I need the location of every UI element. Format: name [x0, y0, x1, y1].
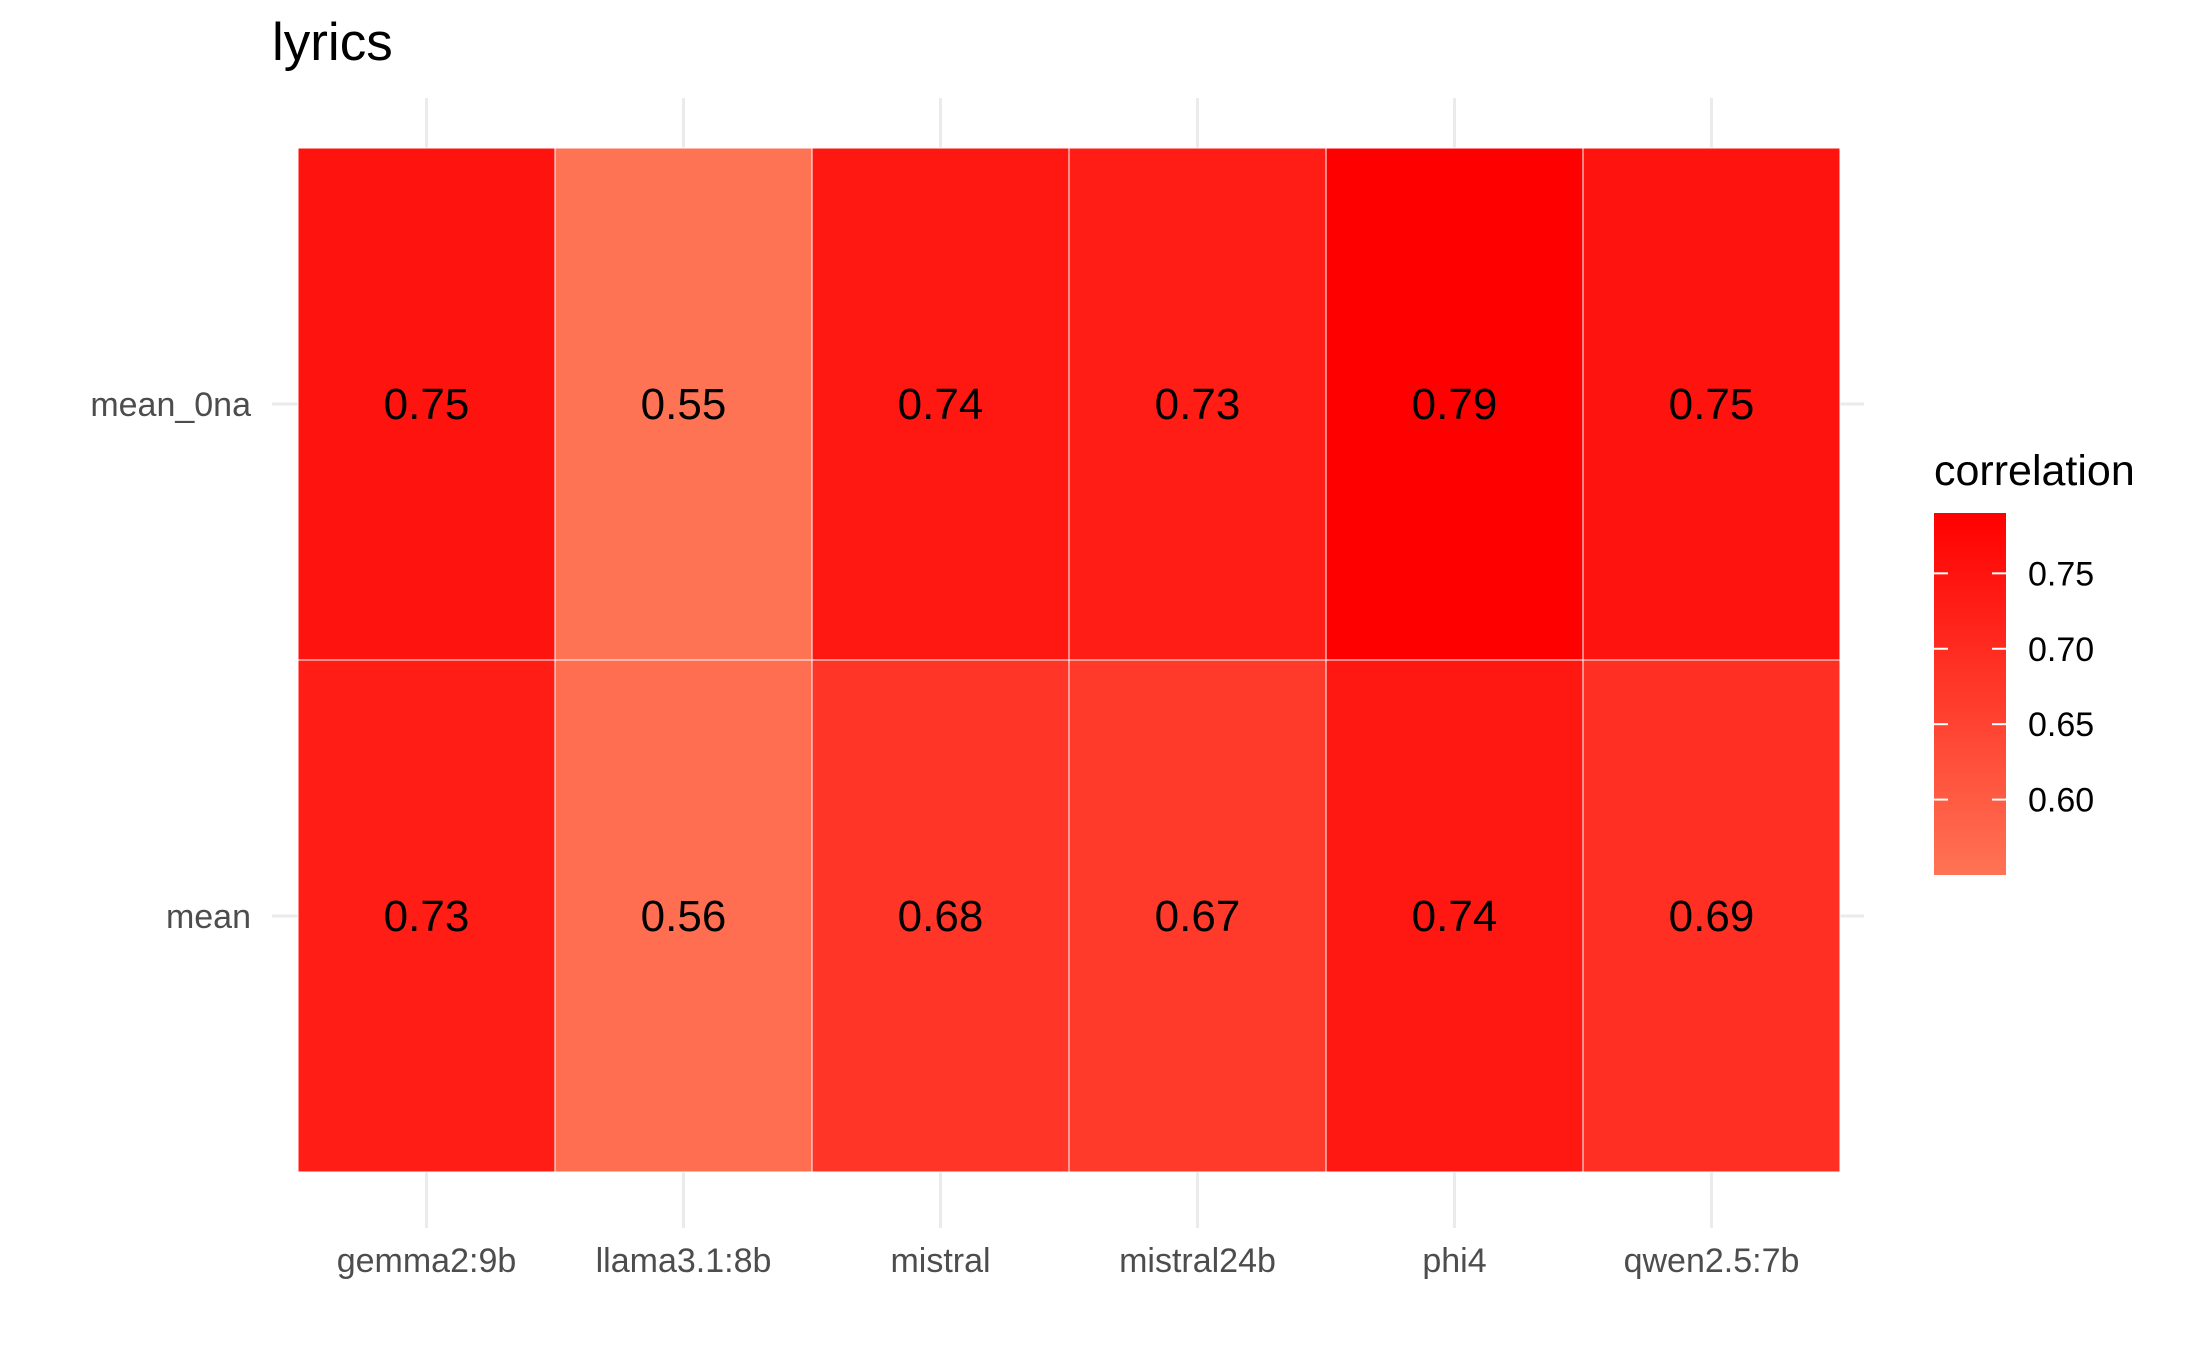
cell-value-label: 0.55	[641, 380, 727, 429]
heatmap-cell	[1068, 147, 1327, 661]
legend-tick-label: 0.60	[2028, 782, 2094, 820]
heatmap-cell	[297, 659, 556, 1173]
heatmap-cell	[1068, 659, 1327, 1173]
color-legend: correlation 0.75 0.70 0.65 0.60	[1934, 447, 2135, 875]
heatmap-cell	[811, 147, 1070, 661]
x-axis-tick-labels: gemma2:9b llama3.1:8b mistral mistral24b phi…	[337, 1242, 1800, 1280]
cell-value-labels: 0.75 0.55 0.74 0.73 0.79 0.75 0.73 0.56 0.68 0.67…	[384, 380, 1755, 941]
heatmap-cell	[1325, 659, 1584, 1173]
x-tick-label: gemma2:9b	[337, 1242, 517, 1280]
heatmap-cell	[1582, 147, 1841, 661]
heatmap-cell	[554, 147, 813, 661]
legend-tick-label: 0.70	[2028, 631, 2094, 669]
x-tick-label: mistral	[890, 1242, 990, 1280]
cell-value-label: 0.79	[1412, 380, 1498, 429]
x-tick-label: mistral24b	[1119, 1242, 1276, 1280]
cell-value-label: 0.75	[1669, 380, 1755, 429]
legend-title: correlation	[1934, 447, 2135, 495]
y-tick-label: mean	[166, 898, 251, 936]
cell-value-label: 0.69	[1669, 892, 1755, 941]
y-tick-label: mean_0na	[90, 386, 251, 424]
heatmap-cell	[811, 659, 1070, 1173]
legend-tick-label: 0.65	[2028, 706, 2094, 744]
cell-value-label: 0.74	[898, 380, 984, 429]
legend-ticks: 0.75 0.70 0.65 0.60	[1934, 555, 2094, 820]
cell-value-label: 0.56	[641, 892, 727, 941]
cell-value-label: 0.75	[384, 380, 470, 429]
heatmap-cell	[1325, 147, 1584, 661]
cell-value-label: 0.68	[898, 892, 984, 941]
cell-value-label: 0.73	[1155, 380, 1241, 429]
x-tick-label: qwen2.5:7b	[1624, 1242, 1800, 1280]
heatmap-cell	[1582, 659, 1841, 1173]
heatmap-cells	[297, 147, 1841, 1173]
legend-tick-label: 0.75	[2028, 555, 2094, 593]
chart-title: lyrics	[272, 13, 393, 72]
heatmap-cell	[297, 147, 556, 661]
x-tick-label: llama3.1:8b	[596, 1242, 772, 1280]
cell-value-label: 0.74	[1412, 892, 1498, 941]
x-tick-label: phi4	[1422, 1242, 1486, 1280]
cell-value-label: 0.73	[384, 892, 470, 941]
legend-colorbar	[1934, 513, 2006, 875]
cell-value-label: 0.67	[1155, 892, 1241, 941]
